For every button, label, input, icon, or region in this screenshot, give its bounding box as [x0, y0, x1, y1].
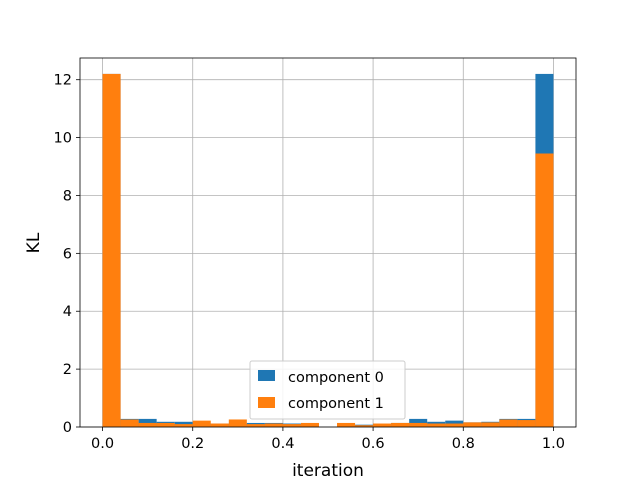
y-axis-label: KL	[24, 232, 44, 253]
bar	[138, 422, 157, 427]
legend-label-component-1: component 1	[288, 396, 384, 412]
y-tick-label: 0	[63, 420, 72, 436]
x-tick-label: 0.2	[181, 436, 204, 452]
bar	[481, 422, 500, 427]
legend: component 0 component 1	[249, 360, 406, 420]
y-axis: 0 2 4 6 8 10 12	[54, 73, 80, 436]
bar	[264, 423, 283, 427]
bars	[102, 73, 554, 427]
bar	[246, 424, 265, 427]
x-tick-label: 0.4	[271, 436, 294, 452]
y-tick-label: 4	[63, 304, 72, 320]
bar	[445, 423, 464, 427]
bar	[391, 422, 410, 427]
bar	[174, 424, 193, 427]
bar	[156, 422, 175, 427]
legend-box	[249, 360, 406, 420]
bar	[120, 419, 139, 427]
legend-swatch-component-1	[258, 397, 275, 408]
bar	[192, 420, 211, 427]
bar	[535, 153, 554, 427]
bar	[228, 419, 247, 427]
legend-swatch-component-0	[258, 370, 275, 381]
bar	[337, 422, 356, 427]
x-axis: 0.0 0.2 0.4 0.6 0.8 1.0	[91, 427, 565, 452]
x-tick-label: 1.0	[542, 436, 565, 452]
x-tick-label: 0.8	[452, 436, 475, 452]
plot-frame	[79, 57, 577, 428]
y-tick-label: 8	[63, 188, 72, 204]
y-tick-label: 10	[54, 131, 72, 147]
x-axis-label: iteration	[292, 461, 364, 480]
legend-label-component-0: component 0	[288, 370, 384, 386]
y-tick-label: 6	[63, 246, 72, 262]
bar	[102, 73, 121, 427]
x-tick-label: 0.6	[362, 436, 385, 452]
x-tick-label: 0.0	[91, 436, 114, 452]
bar	[282, 424, 301, 427]
bar	[409, 422, 428, 427]
bar	[517, 420, 536, 427]
bar	[499, 419, 518, 427]
bar	[373, 423, 392, 427]
bar	[427, 423, 446, 427]
bar	[463, 422, 482, 427]
bar	[355, 425, 374, 427]
y-tick-label: 12	[54, 73, 72, 89]
bar	[300, 422, 319, 427]
y-tick-label: 2	[63, 362, 72, 378]
series-component-1	[102, 73, 554, 427]
bar	[210, 423, 229, 427]
